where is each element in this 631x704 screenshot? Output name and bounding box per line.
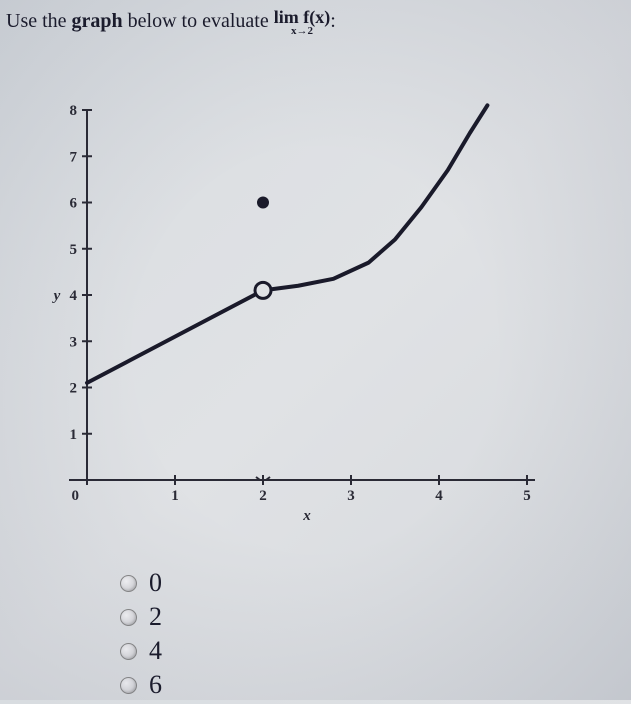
answer-row[interactable]: 4	[120, 636, 162, 666]
svg-text:2: 2	[70, 381, 78, 397]
answer-label: 2	[149, 602, 162, 632]
chart-svg: 1 2 3 4 5 6 7 8 0 1 2 3 4 5 x y	[45, 85, 575, 535]
svg-text:y: y	[52, 288, 61, 304]
question-prompt: Use the graph below to evaluate lim f(x)…	[0, 0, 631, 45]
radio-icon[interactable]	[120, 575, 137, 592]
svg-text:0: 0	[72, 488, 80, 504]
question-mid: below to evaluate	[123, 10, 274, 32]
svg-text:1: 1	[171, 488, 179, 504]
answer-label: 0	[149, 568, 162, 598]
svg-text:6: 6	[70, 196, 78, 212]
graph-chart: 1 2 3 4 5 6 7 8 0 1 2 3 4 5 x y	[45, 85, 575, 535]
svg-text:3: 3	[70, 334, 78, 350]
answer-row[interactable]: 2	[120, 602, 162, 632]
answer-label: 6	[149, 670, 162, 700]
radio-icon[interactable]	[120, 609, 137, 626]
svg-text:5: 5	[70, 242, 78, 258]
svg-text:4: 4	[435, 488, 443, 504]
limit-bottom: x→2	[274, 26, 330, 37]
question-suffix: :	[330, 10, 336, 32]
svg-text:8: 8	[70, 103, 78, 119]
radio-icon[interactable]	[120, 643, 137, 660]
answer-row[interactable]: 0	[120, 568, 162, 598]
svg-text:1: 1	[70, 427, 78, 443]
svg-text:3: 3	[347, 488, 355, 504]
answer-options: 0 2 4 6	[120, 568, 162, 704]
answer-label: 4	[149, 636, 162, 666]
svg-text:4: 4	[70, 288, 78, 304]
svg-text:x: x	[302, 508, 311, 524]
limit-expression: lim f(x)x→2	[274, 8, 330, 37]
answer-row[interactable]: 6	[120, 670, 162, 700]
svg-text:2: 2	[259, 488, 267, 504]
limit-top: lim f(x)	[274, 8, 330, 26]
svg-text:7: 7	[70, 149, 78, 165]
question-prefix: Use the	[6, 10, 72, 32]
question-bold: graph	[72, 10, 123, 32]
radio-icon[interactable]	[120, 677, 137, 694]
svg-text:5: 5	[523, 488, 531, 504]
